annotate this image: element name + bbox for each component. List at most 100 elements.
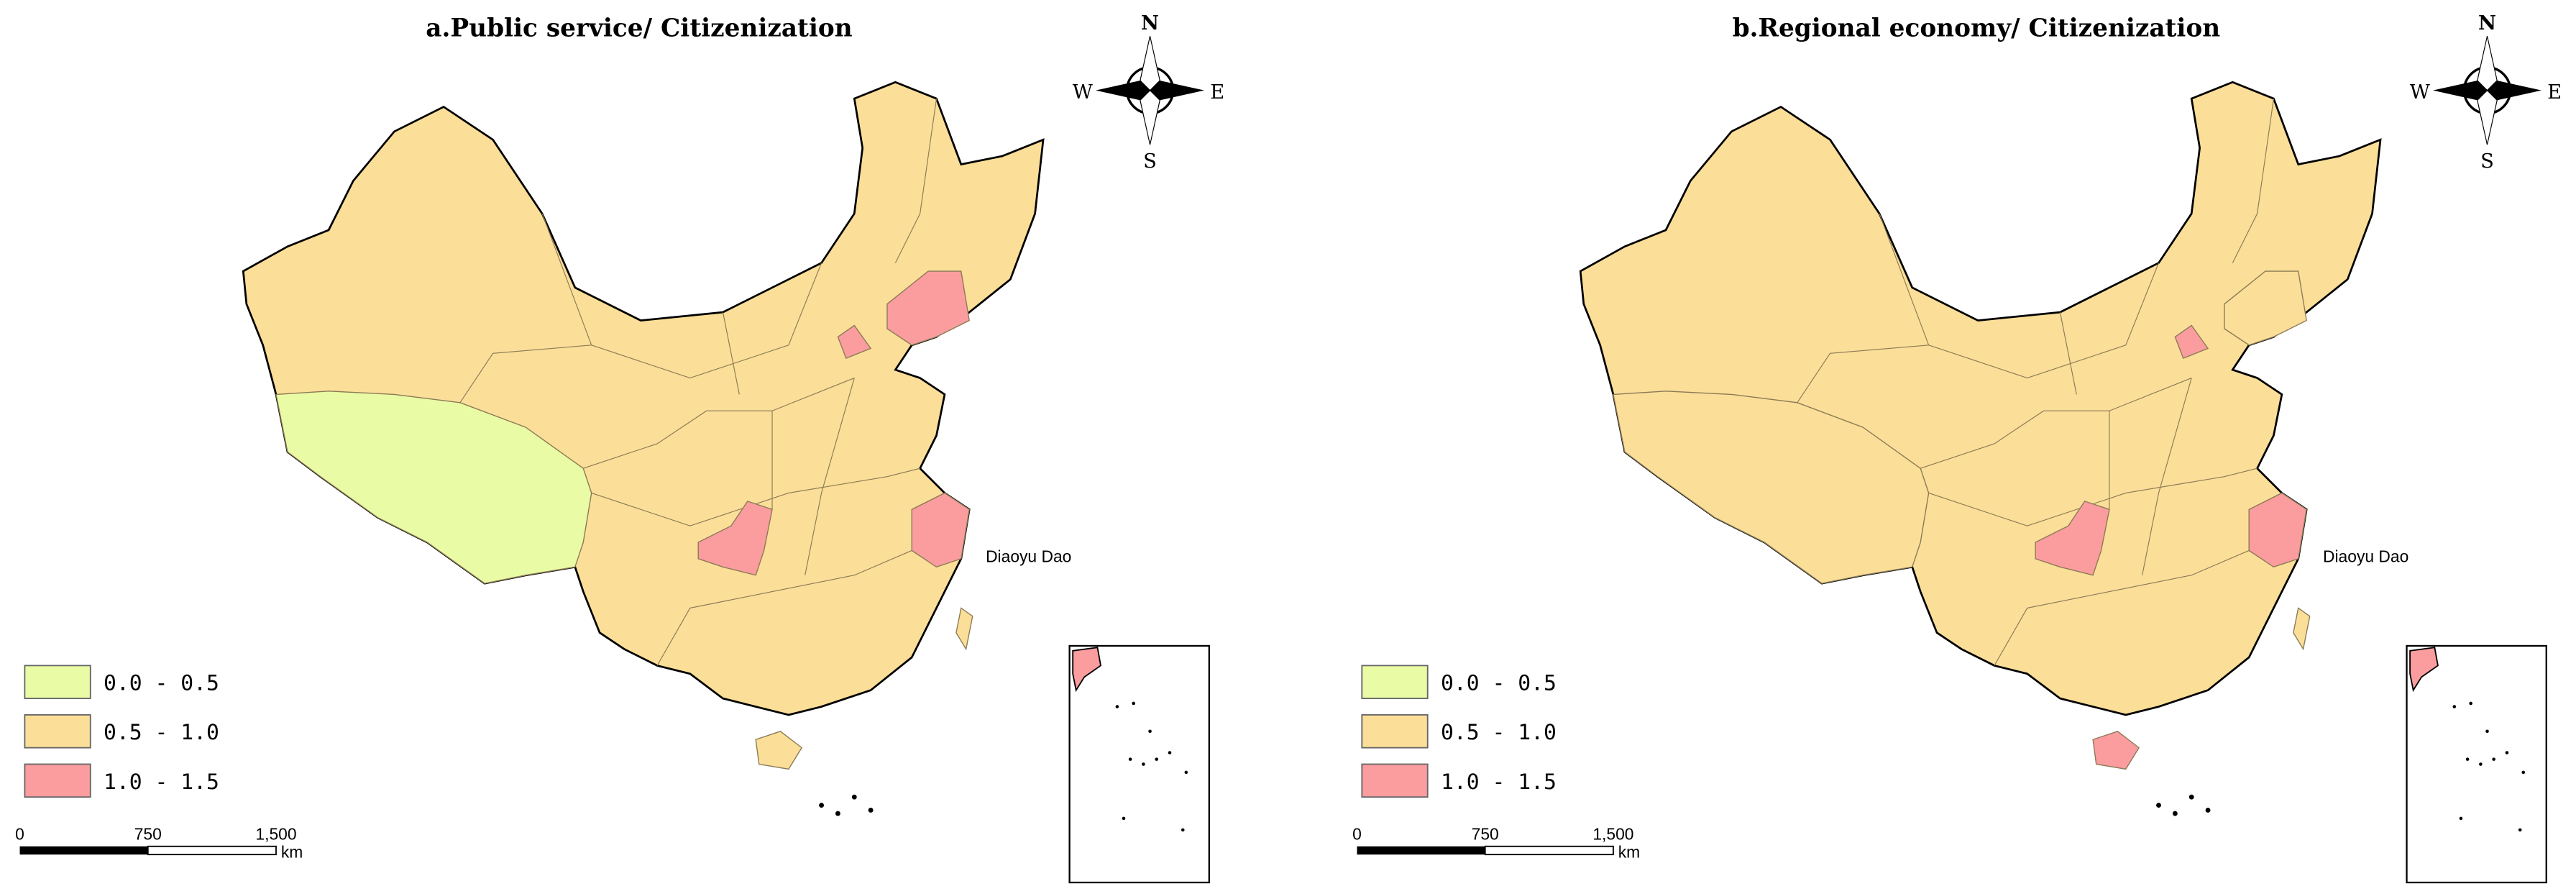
- island: [2172, 811, 2178, 816]
- inset-island: [1148, 729, 1152, 734]
- island: [2156, 803, 2161, 808]
- province-border: [1797, 345, 1929, 403]
- province-border: [1879, 213, 2160, 379]
- scale-unit: km: [1618, 843, 1640, 862]
- inset-island: [2518, 828, 2522, 832]
- province: [886, 270, 970, 346]
- scale-label: 1,500: [1592, 825, 1633, 844]
- legend-swatch: [24, 714, 91, 749]
- island: [2205, 808, 2211, 813]
- island: [819, 803, 825, 808]
- inset-island: [2465, 757, 2470, 761]
- inset-island: [1128, 757, 1132, 761]
- inset-island: [1181, 828, 1185, 832]
- inset-island: [2492, 757, 2495, 761]
- scale-label: 750: [1472, 825, 1499, 844]
- inset-island: [2485, 729, 2489, 734]
- scale-bar-dark: [19, 846, 148, 855]
- legend-swatch: [1361, 763, 1429, 798]
- legend-label: 0.0 - 0.5: [104, 671, 219, 696]
- island: [835, 811, 840, 816]
- compass-s: S: [1143, 150, 1157, 173]
- legend-label: 0.5 - 1.0: [1441, 720, 1557, 745]
- province: [275, 391, 592, 584]
- province-border: [591, 467, 920, 526]
- province-border: [459, 345, 592, 403]
- inset-island: [1184, 770, 1188, 775]
- province-border: [722, 312, 740, 395]
- compass-e: E: [1210, 81, 1224, 104]
- inset-island: [1155, 757, 1158, 761]
- legend-label: 0.5 - 1.0: [104, 720, 219, 745]
- province: [2248, 492, 2307, 568]
- legend-swatch: [1361, 665, 1429, 700]
- island: [868, 808, 874, 813]
- province: [2092, 731, 2140, 770]
- legend-label: 0.0 - 0.5: [1441, 671, 1557, 696]
- scale-bar-light: [1484, 845, 1614, 856]
- map-title: a.Public service/ Citizenization: [426, 14, 852, 42]
- province-border: [2232, 99, 2275, 263]
- province: [955, 607, 973, 651]
- inset-island: [1142, 762, 1145, 766]
- compass-n: N: [2478, 12, 2496, 35]
- inset-island: [1115, 705, 1119, 708]
- province: [2293, 607, 2311, 651]
- inset-land: [2409, 647, 2439, 693]
- compass-w: W: [1073, 81, 1094, 104]
- inset-land: [1072, 647, 1102, 693]
- province: [2224, 270, 2307, 346]
- inset-island: [2479, 762, 2483, 766]
- annotation: Diaoyu Dao: [2323, 547, 2408, 565]
- province-border: [583, 378, 855, 469]
- map-title: b.Regional economy/ Citizenization: [1733, 14, 2221, 42]
- compass-w: W: [2410, 81, 2431, 104]
- scale-label: 1,500: [255, 825, 296, 844]
- inset-island: [1132, 701, 1136, 706]
- compass-star-light: [1140, 89, 1160, 145]
- map-panel: b.Regional economy/ Citizenization Diaoyu…: [1352, 12, 2562, 884]
- island: [851, 794, 857, 800]
- province: [697, 501, 773, 576]
- inset-island: [2452, 705, 2457, 708]
- legend-label: 1.0 - 1.5: [104, 770, 219, 795]
- scale-bar-dark: [1357, 846, 1485, 855]
- province-border: [1994, 549, 2250, 666]
- compass-star-light: [1140, 36, 1160, 91]
- inset-island: [2505, 751, 2509, 754]
- scale-label: 750: [134, 825, 162, 844]
- legend-swatch: [24, 665, 91, 700]
- map-panel: a.Public service/ Citizenization Diaoyu D…: [15, 12, 1224, 884]
- compass-star-light: [2477, 89, 2498, 145]
- scale-label: 0: [15, 825, 24, 844]
- province: [911, 492, 970, 568]
- compass-n: N: [1141, 12, 1159, 35]
- scale-unit: km: [281, 843, 303, 862]
- legend-swatch: [24, 763, 91, 798]
- inset-island: [2521, 770, 2526, 775]
- compass-star-light: [2477, 36, 2498, 91]
- province: [2174, 324, 2209, 360]
- scale-bar-light: [147, 845, 277, 856]
- province: [2035, 501, 2110, 576]
- inset-island: [2459, 816, 2463, 821]
- province-border: [894, 99, 938, 263]
- province-border: [2059, 312, 2077, 395]
- province-border: [1920, 378, 2192, 469]
- inset-island: [1168, 751, 1172, 754]
- province: [1613, 391, 1930, 584]
- province: [755, 731, 803, 770]
- province-border: [2142, 378, 2192, 575]
- province-border: [805, 378, 855, 575]
- scale-label: 0: [1352, 825, 1362, 844]
- province-border: [656, 549, 912, 666]
- province-border: [1928, 467, 2258, 526]
- inset-frame: [2406, 644, 2547, 884]
- province: [837, 324, 872, 360]
- island: [2188, 794, 2194, 800]
- inset-frame: [1068, 644, 1210, 884]
- compass-e: E: [2547, 81, 2562, 104]
- inset-island: [1122, 816, 1126, 821]
- compass-s: S: [2480, 150, 2494, 173]
